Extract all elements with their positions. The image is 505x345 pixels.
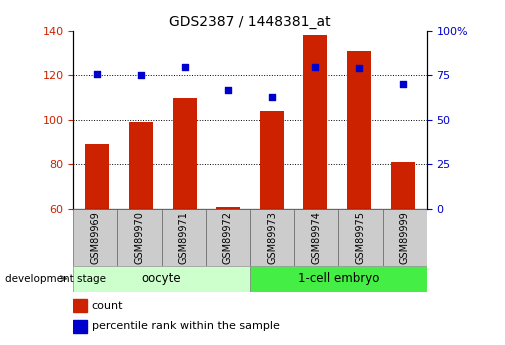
Point bbox=[93, 71, 102, 77]
Bar bbox=[338, 209, 383, 266]
Point bbox=[180, 64, 188, 69]
Text: GSM89973: GSM89973 bbox=[267, 211, 277, 264]
Bar bbox=[347, 51, 371, 209]
Bar bbox=[304, 36, 327, 209]
Bar bbox=[250, 209, 294, 266]
Bar bbox=[206, 209, 250, 266]
Bar bbox=[260, 111, 284, 209]
Bar bbox=[73, 320, 87, 333]
Text: percentile rank within the sample: percentile rank within the sample bbox=[92, 322, 280, 332]
Point bbox=[137, 73, 145, 78]
Point bbox=[268, 94, 276, 100]
Bar bbox=[250, 266, 427, 292]
Bar bbox=[85, 144, 109, 209]
Text: GSM89975: GSM89975 bbox=[356, 211, 366, 264]
Bar bbox=[162, 209, 206, 266]
Bar bbox=[216, 207, 240, 209]
Title: GDS2387 / 1448381_at: GDS2387 / 1448381_at bbox=[169, 14, 331, 29]
Text: oocyte: oocyte bbox=[142, 272, 181, 285]
Bar bbox=[294, 209, 338, 266]
Text: GSM89970: GSM89970 bbox=[134, 211, 144, 264]
Bar bbox=[391, 162, 415, 209]
Bar bbox=[129, 122, 153, 209]
Point bbox=[355, 66, 363, 71]
Text: GSM89972: GSM89972 bbox=[223, 211, 233, 264]
Bar bbox=[73, 299, 87, 312]
Bar bbox=[173, 98, 196, 209]
Text: count: count bbox=[92, 301, 123, 311]
Text: GSM89971: GSM89971 bbox=[179, 211, 189, 264]
Point bbox=[398, 82, 407, 87]
Text: 1-cell embryo: 1-cell embryo bbox=[297, 272, 379, 285]
Text: GSM89969: GSM89969 bbox=[90, 211, 100, 264]
Bar bbox=[73, 266, 250, 292]
Bar bbox=[383, 209, 427, 266]
Point bbox=[312, 64, 320, 69]
Bar bbox=[117, 209, 162, 266]
Text: development stage: development stage bbox=[5, 274, 106, 284]
Text: GSM89999: GSM89999 bbox=[399, 211, 410, 264]
Bar bbox=[73, 209, 117, 266]
Point bbox=[224, 87, 232, 92]
Text: GSM89974: GSM89974 bbox=[311, 211, 321, 264]
